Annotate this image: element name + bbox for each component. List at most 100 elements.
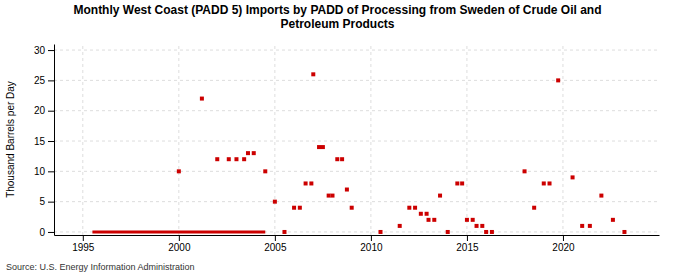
point xyxy=(273,200,277,204)
y-axis-line xyxy=(54,45,55,236)
grid-line-x xyxy=(370,44,371,235)
grid-line-y xyxy=(54,201,659,202)
point xyxy=(425,212,429,216)
point xyxy=(227,157,231,161)
point xyxy=(335,157,339,161)
x-tick: 2015 xyxy=(456,235,479,253)
x-tick: 1995 xyxy=(72,235,95,253)
x-tick-mark xyxy=(83,235,84,241)
y-tick: 5 xyxy=(39,196,54,207)
title-line: Monthly West Coast (PADD 5) Imports by P… xyxy=(73,3,601,17)
y-tick-mark xyxy=(48,202,54,203)
y-tick: 30 xyxy=(34,45,54,56)
point xyxy=(480,224,484,228)
point xyxy=(490,230,494,234)
x-tick-mark xyxy=(563,235,564,241)
point xyxy=(292,206,296,210)
point xyxy=(455,181,459,185)
point xyxy=(309,181,313,185)
point xyxy=(556,78,560,82)
title-line: Petroleum Products xyxy=(280,17,394,31)
point xyxy=(340,157,344,161)
point xyxy=(398,224,402,228)
y-tick: 15 xyxy=(34,136,54,147)
point xyxy=(446,230,450,234)
point xyxy=(242,157,246,161)
x-tick: 2000 xyxy=(168,235,191,253)
point xyxy=(475,224,479,228)
x-tick-label: 2020 xyxy=(552,242,575,253)
point xyxy=(379,230,383,234)
x-tick-mark xyxy=(371,235,372,241)
point xyxy=(263,169,267,173)
point xyxy=(622,230,626,234)
point xyxy=(465,218,469,222)
point xyxy=(407,206,411,210)
point xyxy=(252,151,256,155)
x-tick-label: 2010 xyxy=(360,242,383,253)
y-tick-label: 15 xyxy=(34,136,46,147)
x-tick-label: 2000 xyxy=(168,242,191,253)
point xyxy=(471,218,475,222)
point xyxy=(413,206,417,210)
x-tick-label: 2015 xyxy=(456,242,479,253)
y-tick-label: 0 xyxy=(39,227,45,238)
x-axis-line xyxy=(55,235,660,236)
y-tick-label: 30 xyxy=(34,45,46,56)
point xyxy=(282,230,286,234)
y-axis-title: Thousand Barrels per Day xyxy=(5,81,16,198)
grid-line-x xyxy=(562,44,563,235)
point xyxy=(345,188,349,192)
y-tick-mark xyxy=(48,50,54,51)
point xyxy=(350,206,354,210)
x-tick-mark xyxy=(275,235,276,241)
y-tick-mark xyxy=(48,141,54,142)
y-tick-mark xyxy=(48,111,54,112)
grid-line-y xyxy=(54,110,659,111)
point xyxy=(580,224,584,228)
chart: 1995 2000 2005 2010 2015 2020 0 5 10 15 20 25 30 Mont… xyxy=(0,0,675,275)
point xyxy=(317,145,321,149)
point xyxy=(246,151,250,155)
point xyxy=(321,145,325,149)
grid-line-y xyxy=(54,50,659,51)
point xyxy=(571,175,575,179)
x-tick: 2005 xyxy=(264,235,287,253)
y-tick-mark xyxy=(48,171,54,172)
grid-line-y xyxy=(54,231,659,232)
y-tick: 25 xyxy=(34,75,54,86)
y-tick-label: 5 xyxy=(39,196,45,207)
y-axis: 0 5 10 15 20 25 30 xyxy=(34,45,55,238)
y-tick-label: 20 xyxy=(34,105,46,116)
point xyxy=(327,194,331,198)
points xyxy=(177,72,627,234)
point xyxy=(460,181,464,185)
y-tick: 10 xyxy=(34,166,54,177)
y-tick: 20 xyxy=(34,105,54,116)
point xyxy=(298,206,302,210)
x-tick: 2020 xyxy=(552,235,575,253)
point xyxy=(427,218,431,222)
point xyxy=(599,194,603,198)
point xyxy=(611,218,615,222)
point xyxy=(542,181,546,185)
point xyxy=(177,169,181,173)
point xyxy=(532,206,536,210)
grid-line-y xyxy=(54,171,659,172)
y-tick-label: 25 xyxy=(34,75,46,86)
title: Monthly West Coast (PADD 5) Imports by P… xyxy=(73,3,601,31)
point xyxy=(234,157,238,161)
y-tick-mark xyxy=(48,232,54,233)
x-tick-label: 1995 xyxy=(72,242,95,253)
grid-line-x xyxy=(178,44,179,235)
point xyxy=(484,230,488,234)
point xyxy=(200,97,204,101)
grid-line-x xyxy=(466,44,467,235)
grid-line-x xyxy=(82,44,83,235)
grid-line-y xyxy=(54,141,659,142)
y-tick-label: 10 xyxy=(34,166,46,177)
plot-area xyxy=(92,72,626,234)
x-tick-mark xyxy=(467,235,468,241)
x-tick-mark xyxy=(179,235,180,241)
zero-line xyxy=(92,230,265,233)
